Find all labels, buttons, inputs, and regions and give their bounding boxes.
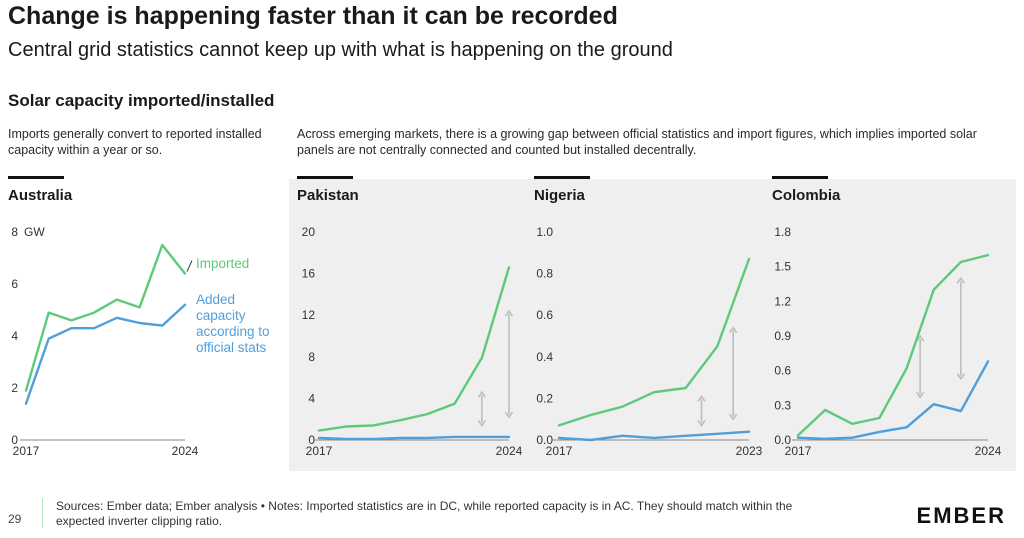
- gap-arrow-head-top: [729, 326, 738, 334]
- chart-title-pakistan: Pakistan: [297, 187, 359, 204]
- gap-arrow-head-top: [956, 276, 966, 284]
- chart-colombia: 0.0 0.3 0.6 0.9 1.2 1.5 1.8 2017 2024: [774, 225, 1002, 458]
- y-tick-label: 16: [302, 267, 316, 281]
- chart-title-colombia: Colombia: [772, 187, 841, 204]
- note-left: Imports generally convert to reported in…: [8, 127, 262, 157]
- series-line-imported: [796, 253, 990, 437]
- series-line-imported: [557, 257, 751, 427]
- y-tick-label: 0.9: [774, 329, 791, 343]
- y-tick-label: 4: [11, 329, 18, 343]
- x-tick-label-start: 2017: [546, 444, 573, 458]
- section-title: Solar capacity imported/installed: [8, 91, 275, 110]
- chart-australia: 0 2 4 6 8 GW 2017 2024: [11, 225, 199, 458]
- y-tick-label: 1.0: [536, 225, 553, 239]
- y-tick-label: 2: [11, 381, 18, 395]
- footer-divider: [42, 498, 43, 528]
- y-tick-label: 20: [302, 225, 316, 239]
- y-tick-label: 0.0: [536, 433, 553, 447]
- gap-arrow-head-bottom: [504, 411, 514, 419]
- y-tick-label: 0.6: [774, 364, 791, 378]
- gap-arrow-head-top: [697, 394, 706, 402]
- gap-arrow-head-bottom: [915, 391, 925, 399]
- chart-nigeria: 0.0 0.2 0.4 0.6 0.8 1.0 2017 2023: [536, 225, 763, 458]
- y-unit-label: GW: [24, 225, 45, 239]
- y-tick-label: 0: [11, 433, 18, 447]
- y-tick-label: 6: [11, 277, 18, 291]
- y-tick-label: 0.4: [536, 350, 553, 364]
- y-tick-label: 1.2: [774, 294, 791, 308]
- ember-logo: EMBER: [916, 503, 1006, 528]
- y-tick-label: 1.5: [774, 260, 791, 274]
- y-tick-label: 0.3: [774, 398, 791, 412]
- series-line-official: [24, 303, 187, 405]
- gap-arrow-head-top: [477, 390, 487, 398]
- title-bar-nigeria: [534, 176, 590, 179]
- page-subtitle: Central grid statistics cannot keep up w…: [8, 39, 673, 61]
- y-tick-label: 0.8: [536, 267, 553, 281]
- y-tick-label: 0.0: [774, 433, 791, 447]
- x-tick-label-end: 2024: [172, 444, 199, 458]
- title-bar-colombia: [772, 176, 828, 179]
- chart-title-nigeria: Nigeria: [534, 187, 585, 204]
- x-tick-label-end: 2023: [736, 444, 763, 458]
- gap-arrow-head-bottom: [729, 413, 738, 421]
- legend-leader-line: [186, 260, 193, 272]
- y-tick-label: 8: [308, 350, 315, 364]
- series-line-official: [796, 360, 990, 441]
- page-title: Change is happening faster than it can b…: [8, 2, 618, 30]
- x-tick-label-start: 2017: [785, 444, 812, 458]
- x-tick-label-end: 2024: [975, 444, 1002, 458]
- series-line-official: [557, 430, 751, 442]
- x-tick-label-start: 2017: [306, 444, 333, 458]
- note-right: Across emerging markets, there is a grow…: [297, 127, 977, 157]
- x-tick-label-start: 2017: [13, 444, 40, 458]
- title-bar-pakistan: [297, 176, 353, 179]
- chart-pakistan: 0 4 8 12 16 20 2017 2024: [302, 225, 523, 458]
- y-tick-label: 0: [308, 433, 315, 447]
- gap-arrow-head-bottom: [697, 419, 706, 427]
- y-tick-label: 0.2: [536, 391, 553, 405]
- gap-arrow-head-bottom: [956, 373, 966, 381]
- y-tick-label: 4: [308, 391, 315, 405]
- series-line-imported: [24, 243, 187, 392]
- gap-arrow-head-top: [504, 309, 514, 317]
- chart-title-australia: Australia: [8, 187, 73, 204]
- footer-sources: Sources: Ember data; Ember analysis • No…: [56, 499, 793, 528]
- legend-imported: Imported: [196, 256, 250, 271]
- page-number: 29: [8, 512, 22, 526]
- gap-arrow-head-bottom: [477, 419, 487, 427]
- title-bar-australia: [8, 176, 64, 179]
- series-line-imported: [317, 266, 511, 432]
- y-tick-label: 12: [302, 308, 316, 322]
- x-tick-label-end: 2024: [496, 444, 523, 458]
- legend-official: Added capacity according to official sta…: [196, 292, 270, 355]
- series-line-official: [317, 435, 511, 441]
- y-tick-label: 0.6: [536, 308, 553, 322]
- y-tick-label: 1.8: [774, 225, 791, 239]
- y-tick-label: 8: [11, 225, 18, 239]
- emerging-markets-panel: [289, 179, 1016, 471]
